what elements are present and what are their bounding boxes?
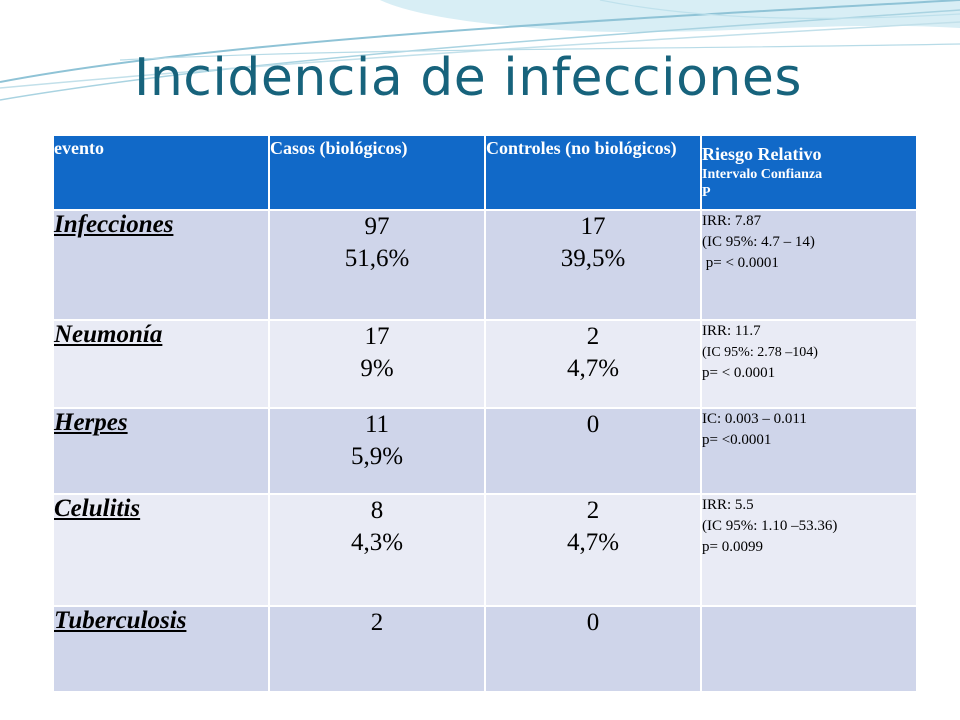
controls-cell: 0: [484, 605, 702, 693]
table-row-tuberculosis: Tuberculosis 2 0: [52, 605, 918, 693]
cases-cell: 8 4,3%: [268, 493, 486, 607]
cases-cell: 11 5,9%: [268, 407, 486, 495]
table-header-row: evento Casos (biológicos) Controles (no …: [52, 134, 918, 211]
controls-cell: 2 4,7%: [484, 319, 702, 409]
cases-cell: 97 51,6%: [268, 209, 486, 321]
table-row-celulitis: Celulitis 8 4,3% 2 4,7% IRR: 5.5 (IC 95%…: [52, 493, 918, 607]
risk-cell: IC: 0.003 – 0.011 p= <0.0001: [700, 407, 918, 495]
header-event: evento: [52, 134, 270, 211]
risk-cell: IRR: 5.5 (IC 95%: 1.10 –53.36) p= 0.0099: [700, 493, 918, 607]
table-row-infecciones: Infecciones 97 51,6% 17 39,5% IRR: 7.87 …: [52, 209, 918, 321]
infection-incidence-table: evento Casos (biológicos) Controles (no …: [52, 134, 918, 693]
header-confidence-interval: Intervalo Confianza: [702, 167, 823, 182]
controls-cell: 0: [484, 407, 702, 495]
slide-title: Incidencia de infecciones: [134, 48, 802, 108]
risk-cell: IRR: 11.7 (IC 95%: 2.78 –104) p= < 0.000…: [700, 319, 918, 409]
table-row-neumonia: Neumonía 17 9% 2 4,7% IRR: 11.7 (IC 95%:…: [52, 319, 918, 409]
event-cell: Celulitis: [52, 493, 270, 607]
table-row-herpes: Herpes 11 5,9% 0 IC: 0.003 – 0.011 p= <0…: [52, 407, 918, 495]
cases-cell: 17 9%: [268, 319, 486, 409]
header-cases: Casos (biológicos): [268, 134, 486, 211]
controls-cell: 2 4,7%: [484, 493, 702, 607]
event-cell: Neumonía: [52, 319, 270, 409]
decorative-wave-background: [0, 0, 960, 101]
header-controls: Controles (no biológicos): [484, 134, 702, 211]
risk-cell: IRR: 7.87 (IC 95%: 4.7 – 14) p= < 0.0001: [700, 209, 918, 321]
header-p-value: P: [702, 185, 711, 200]
cases-cell: 2: [268, 605, 486, 693]
header-relative-risk: Riesgo Relativo Intervalo Confianza P: [700, 134, 918, 211]
event-cell: Tuberculosis: [52, 605, 270, 693]
risk-cell-empty: [700, 605, 918, 693]
event-cell: Herpes: [52, 407, 270, 495]
controls-cell: 17 39,5%: [484, 209, 702, 321]
event-cell: Infecciones: [52, 209, 270, 321]
